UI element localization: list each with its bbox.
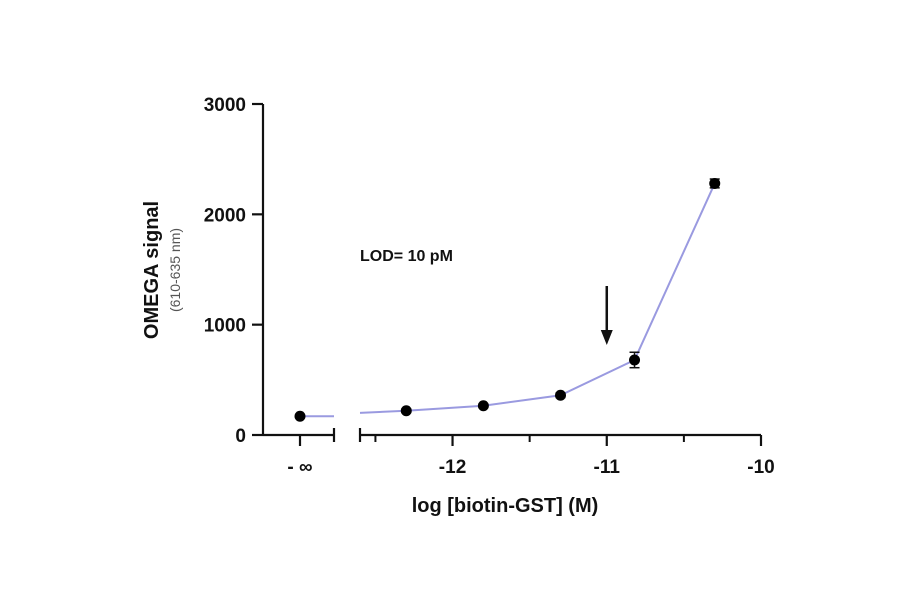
data-point bbox=[477, 400, 489, 412]
y-tick-label: 0 bbox=[235, 426, 246, 447]
data-point bbox=[709, 177, 721, 189]
x-axis: - ∞ -12 -11 -10 bbox=[263, 428, 775, 478]
lod-arrow-icon bbox=[600, 286, 613, 345]
x-tick-label: -12 bbox=[439, 457, 466, 478]
baseline-connector bbox=[359, 409, 407, 414]
x-tick-label: -10 bbox=[747, 457, 774, 478]
x-tick-label-neg-inf: - ∞ bbox=[287, 457, 312, 478]
series-line bbox=[406, 183, 716, 412]
x-axis-title: log [biotin-GST] (M) bbox=[412, 495, 599, 517]
y-tick-label: 2000 bbox=[204, 205, 246, 226]
y-axis: 0 1000 2000 3000 bbox=[204, 95, 265, 447]
y-tick-label: 3000 bbox=[204, 95, 246, 116]
arrow-head bbox=[600, 330, 613, 345]
data-point bbox=[629, 354, 641, 366]
error-bars bbox=[401, 178, 720, 414]
x-tick-label: -11 bbox=[594, 457, 621, 478]
y-axis-subtitle: (610-635 nm) bbox=[167, 228, 183, 312]
data-point bbox=[400, 405, 412, 417]
baseline-segment bbox=[294, 409, 407, 422]
y-axis-title: OMEGA signal bbox=[141, 201, 163, 339]
y-ticks: 0 1000 2000 3000 bbox=[204, 95, 263, 447]
data-point-baseline bbox=[294, 410, 306, 422]
x-ticks: -12 -11 -10 bbox=[374, 435, 775, 478]
data-markers bbox=[400, 177, 721, 417]
lod-annotation: LOD= 10 pM bbox=[360, 248, 453, 265]
data-point bbox=[555, 389, 566, 401]
y-tick-label: 1000 bbox=[204, 316, 246, 337]
